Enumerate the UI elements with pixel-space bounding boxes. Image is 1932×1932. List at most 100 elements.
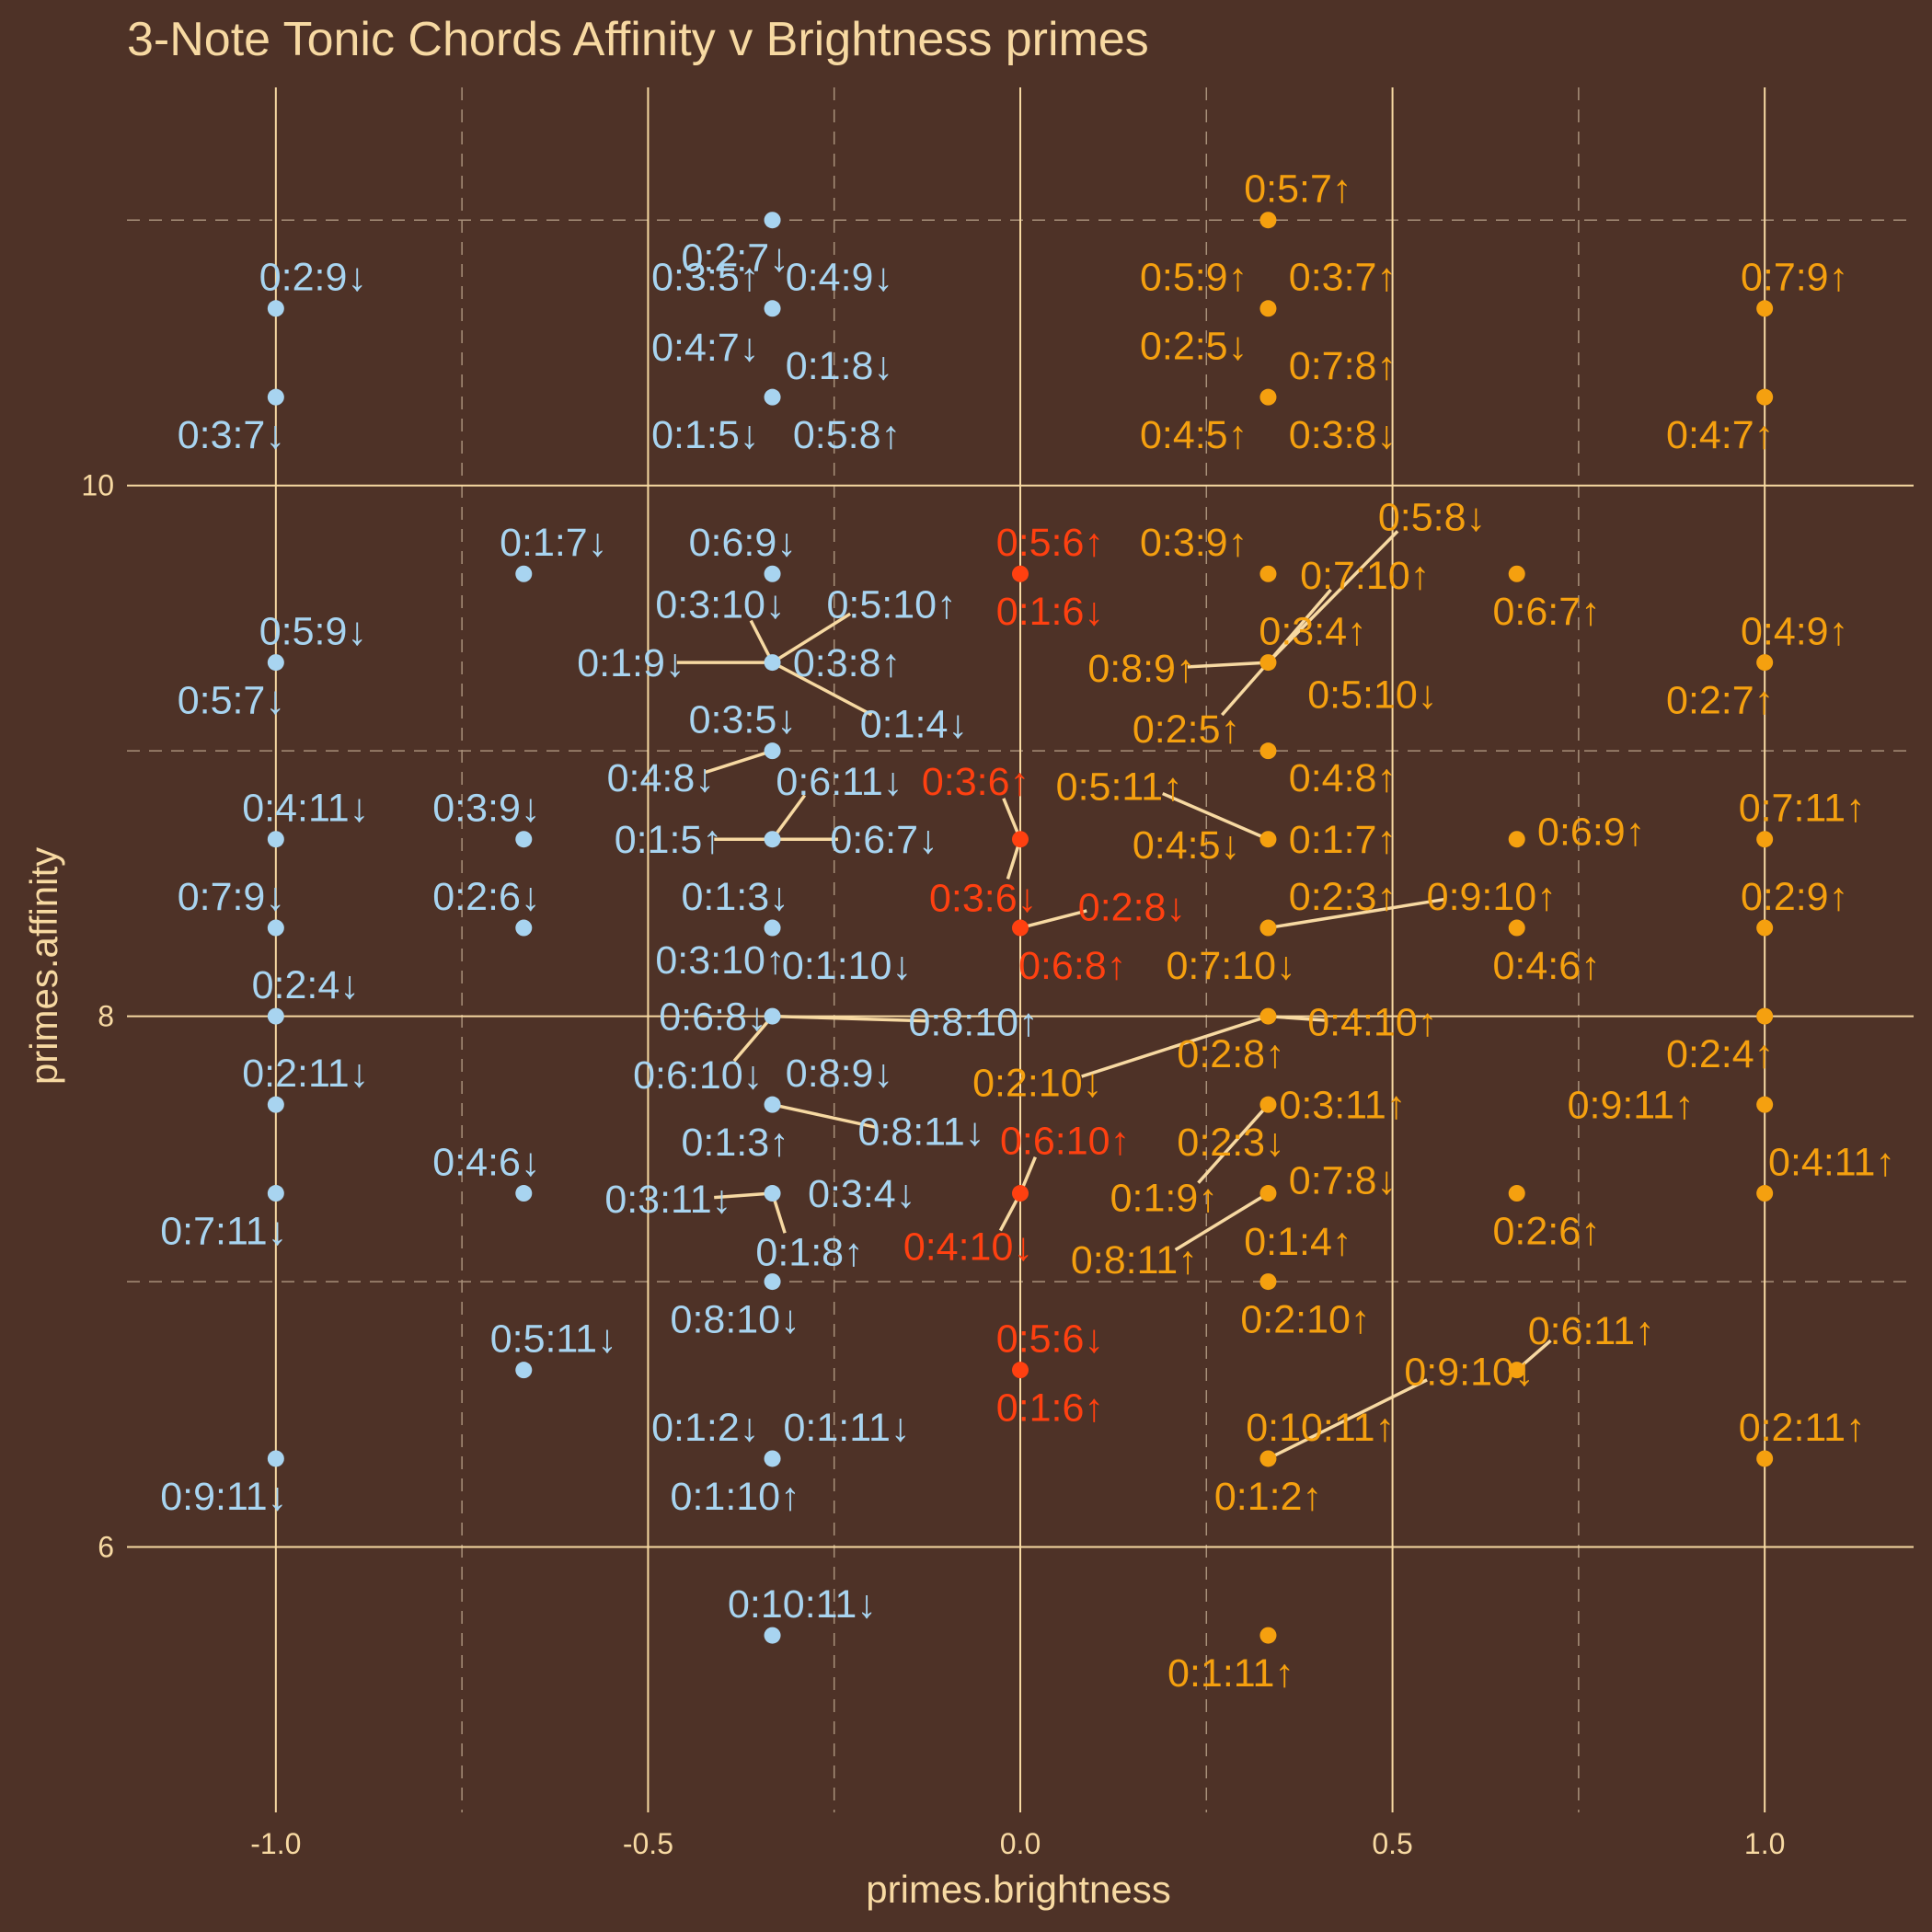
point-label: 0:3:8↑ [793,641,901,685]
point-label: 0:1:11↑ [1167,1651,1294,1696]
data-point [515,1362,533,1379]
point-label: 0:3:9↓ [432,787,540,831]
data-point [267,1007,284,1025]
point-label: 0:10:11↑ [1246,1406,1395,1450]
point-label: 0:1:3↓ [682,875,789,919]
point-label: 0:2:11↓ [242,1052,369,1096]
point-label: 0:5:6↓ [996,1317,1104,1362]
point-label: 0:6:10↑ [1000,1119,1130,1163]
leader-line [1268,897,1446,930]
data-point [764,919,781,937]
data-point [267,388,284,406]
leader-line [1019,909,1087,930]
point-label: 0:4:8↑ [1289,756,1397,800]
point-label: 0:1:6↓ [996,590,1104,634]
leader-line [1162,791,1270,841]
point-label: 0:8:10↓ [671,1297,800,1341]
point-label: 0:3:10↑ [655,938,785,983]
leader-line [1174,1191,1270,1251]
leader-line [1267,1378,1428,1461]
point-label: 0:5:7↑ [1244,167,1351,212]
point-label: 0:2:4↑ [1666,1032,1774,1076]
point-label: 0:5:7↓ [178,678,285,722]
leader-line [705,749,774,775]
point-label: 0:4:6↓ [432,1140,540,1184]
data-point [515,1185,533,1202]
point-label: 0:6:8↑ [1018,944,1126,988]
data-point [515,565,533,582]
point-label: 0:3:11↓ [604,1178,731,1222]
point-label: 0:6:11↑ [1528,1309,1655,1353]
data-point [1012,919,1029,937]
data-point [764,742,781,760]
point-label: 0:7:8↓ [1289,1159,1397,1203]
point-label: 0:7:11↓ [160,1209,287,1253]
point-label: 0:4:10↑ [1307,1000,1437,1044]
point-label: 0:7:9↑ [1741,256,1848,300]
data-point [764,1273,781,1291]
data-point [1012,565,1029,582]
point-label: 0:1:8↓ [786,344,893,388]
point-label: 0:1:7↓ [500,521,607,565]
leader-line [1220,661,1270,717]
leader-line [771,661,873,717]
data-point [1259,742,1277,760]
leader-line [1267,530,1399,664]
point-label: 0:2:5↓ [1140,325,1248,369]
point-label: 0:1:5↑ [615,818,722,862]
point-label: 0:2:8↑ [1177,1032,1284,1076]
data-point [1508,919,1525,937]
point-label: 0:6:9↓ [689,521,797,565]
data-point [267,654,284,672]
point-label: 0:5:9↑ [1140,256,1248,300]
y-tick-label: 6 [98,1531,114,1564]
data-point [764,1627,781,1644]
point-label: 0:8:9↑ [1087,647,1195,691]
point-label: 0:2:9↑ [1741,875,1848,919]
point-label: 0:8:10↑ [908,1000,1038,1044]
data-point [267,1096,284,1113]
point-label: 0:5:11↑ [1056,765,1183,810]
point-label: 0:7:8↑ [1289,344,1397,388]
leader-line [714,1191,773,1200]
point-label: 0:3:4↑ [1259,609,1366,653]
point-label: 0:4:8↓ [607,756,715,800]
data-point [764,654,781,672]
x-tick-label: -0.5 [623,1827,673,1860]
point-label: 0:5:8↑ [793,413,901,457]
data-point [1756,1450,1774,1467]
data-point [1259,1007,1277,1025]
data-point [267,1450,284,1467]
data-point [267,919,284,937]
data-point [1756,1096,1774,1113]
leader-line [1187,661,1269,669]
point-label: 0:4:7↓ [651,326,759,370]
x-tick-label: 1.0 [1744,1827,1785,1860]
data-point [1259,919,1277,937]
data-point [1259,388,1277,406]
point-label: 0:2:3↑ [1289,875,1397,919]
data-point [764,1185,781,1202]
point-label: 0:7:10↓ [1166,944,1295,988]
data-point [764,300,781,317]
point-label: 0:9:10↑ [1427,875,1557,919]
x-tick-label: 0.0 [1000,1827,1041,1860]
point-label: 0:3:5↑ [651,256,759,300]
point-label: 0:1:5↓ [651,413,759,457]
point-label: 0:1:8↑ [755,1230,863,1274]
point-label: 0:2:6↓ [432,875,540,919]
leader-line [1268,1014,1327,1022]
point-label: 0:3:6↑ [922,760,1029,804]
leader-line [771,612,852,664]
point-label: 0:1:2↑ [1214,1475,1322,1519]
data-point [1508,1362,1525,1379]
data-point [1012,831,1029,848]
point-label: 0:2:7↓ [682,236,789,281]
data-point [1756,654,1774,672]
point-label: 0:3:11↑ [1279,1084,1406,1128]
axis-ticks: -1.0 -0.5 0.0 0.5 1.0 6 8 10 [81,469,1785,1860]
leader-line [1081,1014,1269,1078]
y-tick-label: 8 [98,1000,114,1033]
point-label: 0:5:9↓ [259,609,367,653]
data-point [1508,565,1525,582]
